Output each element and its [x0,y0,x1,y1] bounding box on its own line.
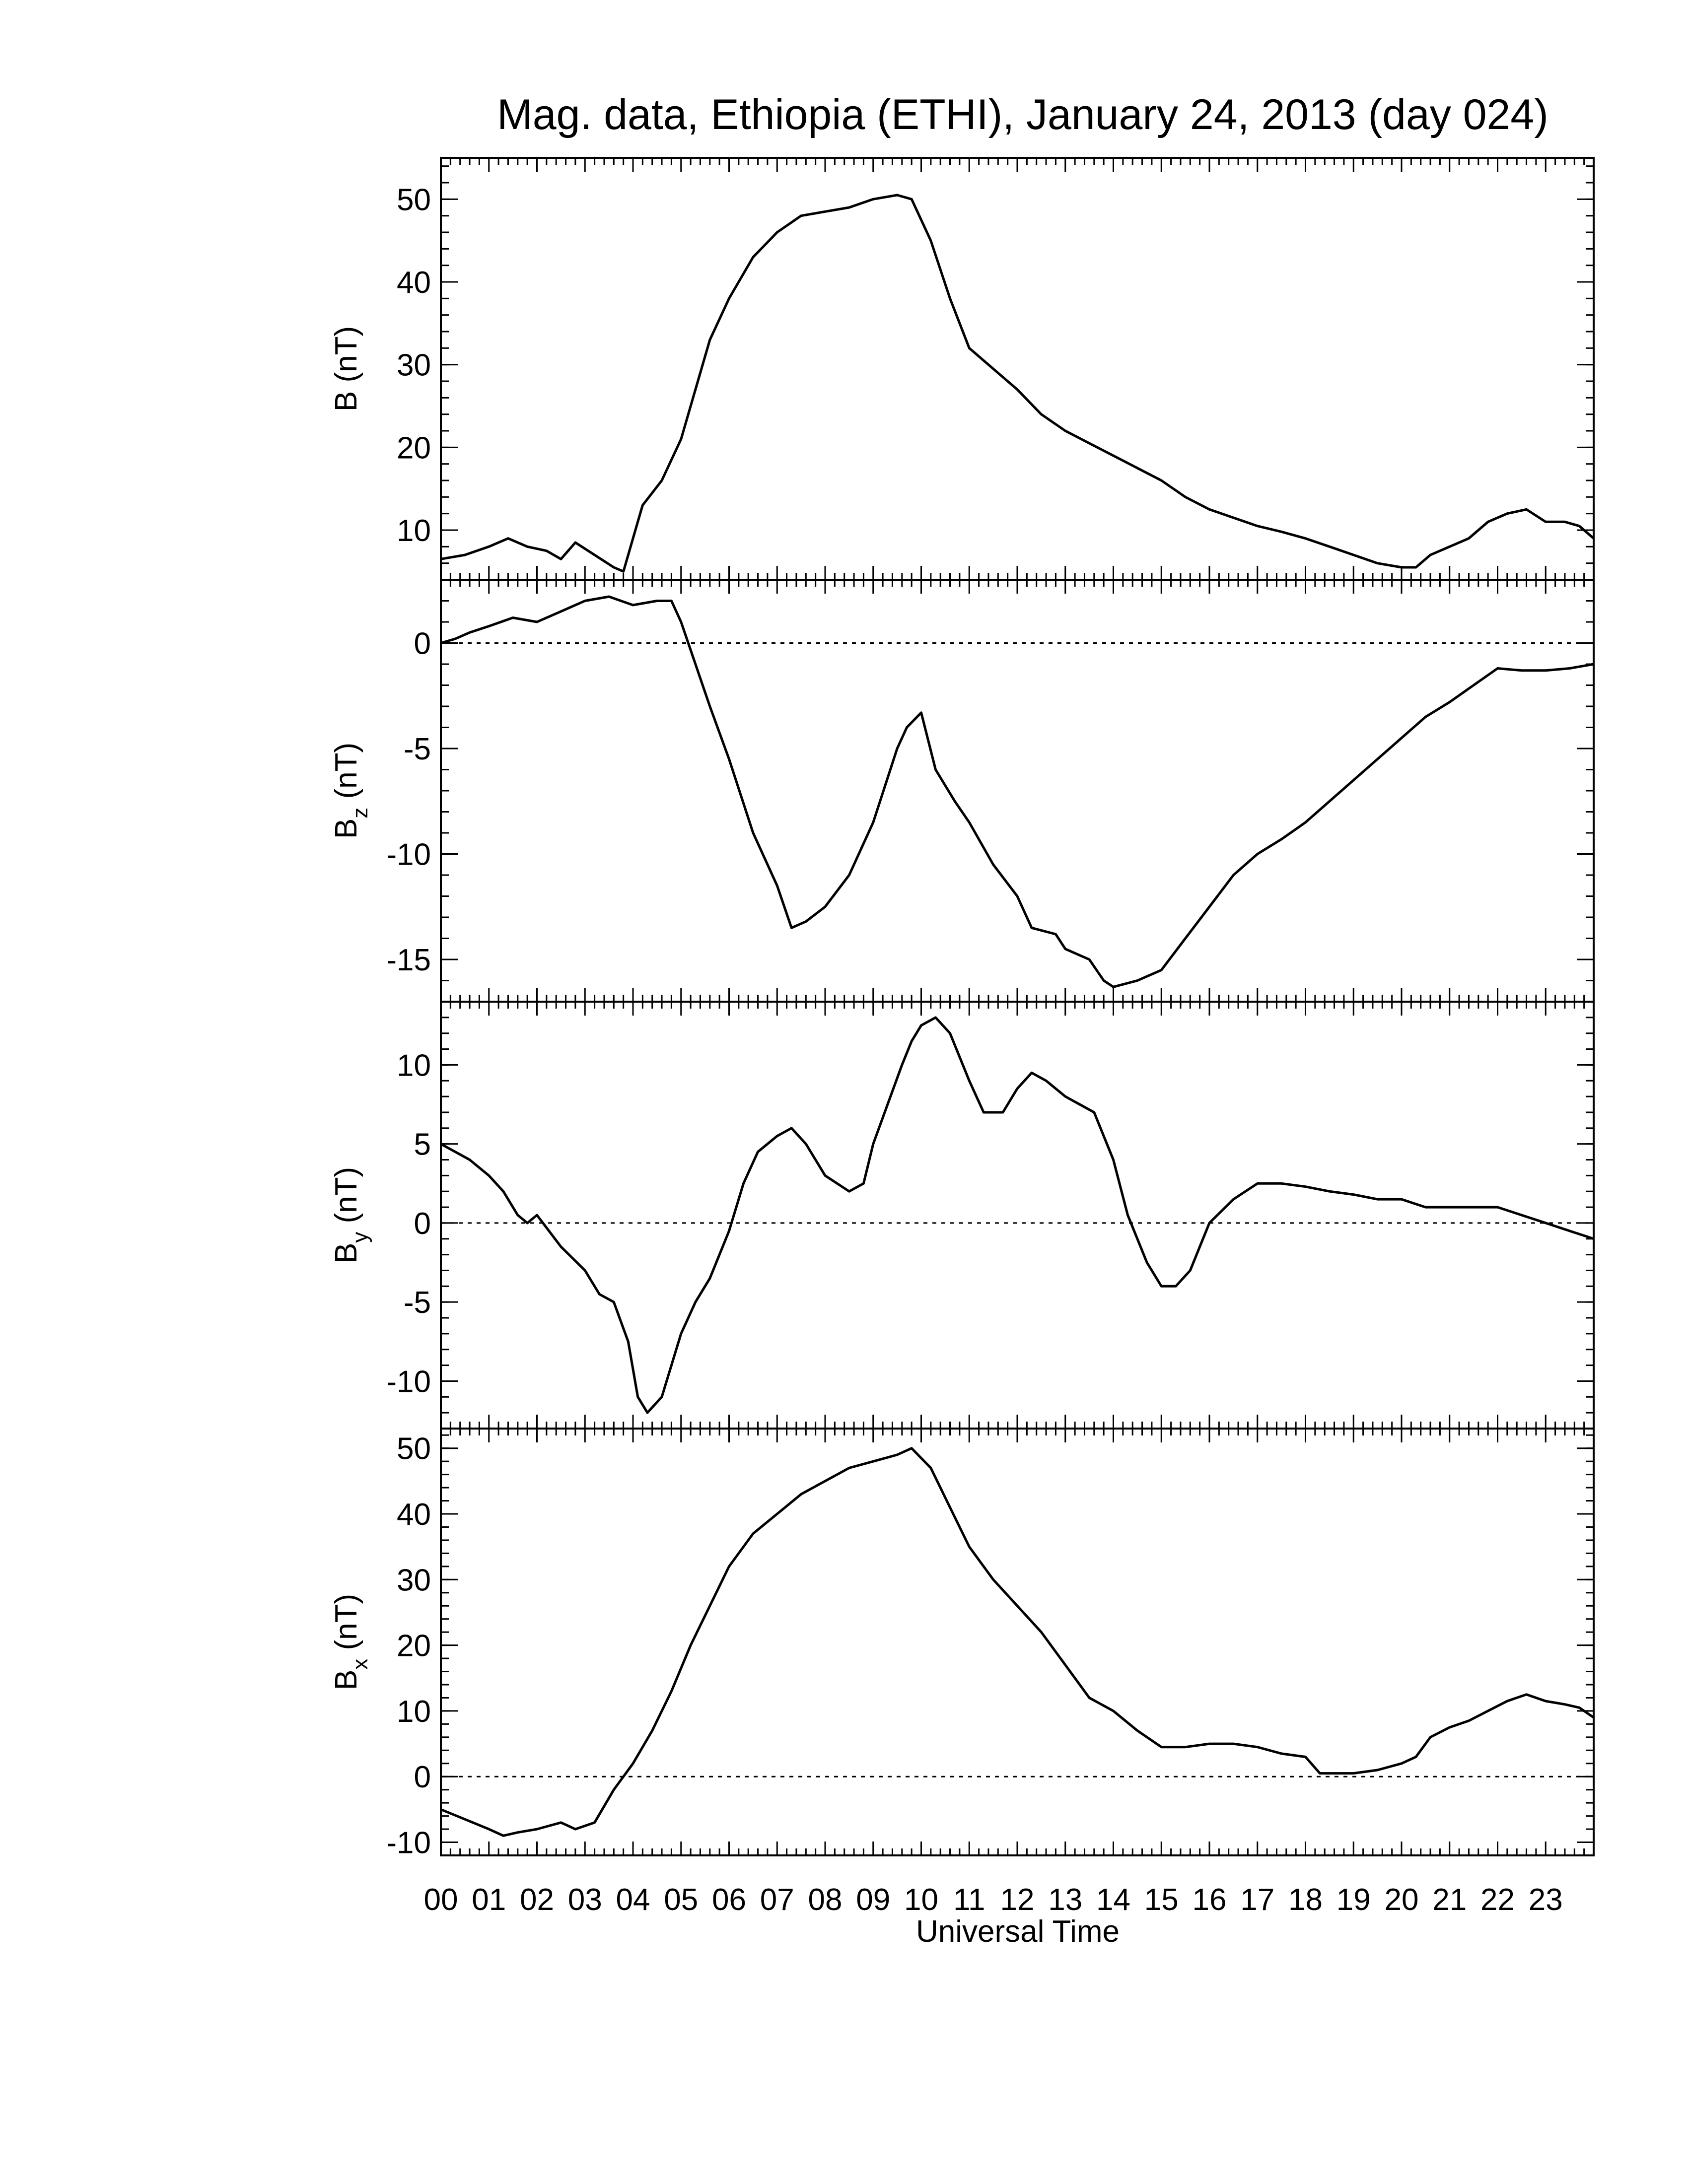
x-tick-label: 04 [616,1883,650,1917]
x-tick-label: 13 [1048,1883,1082,1917]
chart-title: Mag. data, Ethiopia (ETHI), January 24, … [497,91,1548,138]
y-axis-label-subscript: x [348,1659,372,1670]
y-tick-label: 0 [414,1760,431,1794]
x-tick-label: 20 [1385,1883,1419,1917]
x-tick-label: 07 [760,1883,794,1917]
y-tick-label: -10 [386,1365,431,1399]
y-axis-label-unit: (nT) [329,743,363,808]
x-tick-label: 18 [1288,1883,1323,1917]
panels-group: 10 20 30 40 50 B (nT) -15 -10 -5 0 Bz (nT) -10 -5 0 5 1… [329,157,1595,1860]
x-tick-label: 22 [1480,1883,1515,1917]
y-tick-label: 0 [414,627,431,661]
panel-By: -10 -5 0 5 10 By (nT) [329,1001,1595,1430]
y-tick-label: 10 [397,514,431,548]
y-axis-label-main: B (nT) [329,326,363,411]
x-tick-label: 23 [1529,1883,1563,1917]
y-tick-label: 0 [414,1207,431,1241]
x-axis-label: Universal Time [916,1914,1120,1949]
panel-B: 10 20 30 40 50 B (nT) [329,157,1595,581]
y-axis-label-B: B (nT) [329,326,363,411]
y-axis-label-Bx: Bx (nT) [329,1594,372,1690]
series-line-Bx [440,1447,1595,1837]
y-tick-label: -5 [404,1286,431,1320]
x-tick-label: 01 [472,1883,506,1917]
y-axis-label-main: B [329,819,363,839]
x-tick-label: 19 [1336,1883,1371,1917]
x-tick-label: 15 [1144,1883,1179,1917]
panel-B-frame [440,157,1595,581]
y-axis-label-main: B [329,1243,363,1263]
y-tick-label: 20 [397,431,431,465]
y-tick-label: 30 [397,348,431,383]
x-tick-label: 00 [424,1883,458,1917]
panel-Bx: -10 0 10 20 30 40 50 Bx (nT) [329,1428,1595,1860]
y-axis-label-subscript: z [348,808,372,819]
series-line-Bz [440,595,1594,988]
y-tick-label: 20 [397,1629,431,1663]
x-tick-label: 02 [520,1883,554,1917]
y-axis-label-By: By (nT) [329,1167,372,1263]
y-tick-label: -10 [386,1826,431,1860]
y-axis-label-subscript: y [348,1232,372,1243]
x-tick-label: 06 [712,1883,746,1917]
x-tick-labels: 00 01 02 03 04 05 06 07 08 09 10 11 12 13 14 15 16 17 18 19… [424,1883,1563,1917]
y-tick-label: -15 [386,943,431,977]
x-tick-label: 16 [1193,1883,1227,1917]
x-tick-label: 21 [1432,1883,1467,1917]
panel-By-frame [440,1001,1595,1430]
y-tick-label: 10 [397,1048,431,1083]
x-tick-label: 11 [953,1883,985,1917]
x-tick-label: 14 [1096,1883,1130,1917]
x-tick-label: 10 [904,1883,938,1917]
panel-Bz: -15 -10 -5 0 Bz (nT) [329,579,1595,1003]
x-tick-label: 03 [568,1883,602,1917]
y-tick-label: -5 [404,732,431,766]
series-line-By [440,1016,1594,1414]
y-tick-label: 5 [414,1128,431,1162]
x-tick-label: 17 [1240,1883,1274,1917]
y-axis-label-unit: (nT) [329,1594,363,1659]
y-tick-label: -10 [386,838,431,872]
y-tick-label: 10 [397,1695,431,1729]
y-tick-label: 40 [397,1498,431,1532]
y-axis-label-main: B [329,1670,363,1690]
x-tick-label: 08 [808,1883,843,1917]
y-tick-label: 50 [397,183,431,217]
y-tick-label: 40 [397,266,431,300]
y-axis-label-unit: (nT) [329,1167,363,1232]
y-axis-label-Bz: Bz (nT) [329,743,372,839]
x-tick-label: 12 [1000,1883,1035,1917]
y-tick-label: 50 [397,1432,431,1466]
y-tick-label: 30 [397,1563,431,1597]
series-line-B [440,194,1595,573]
x-tick-label: 05 [664,1883,698,1917]
x-tick-label: 09 [856,1883,890,1917]
